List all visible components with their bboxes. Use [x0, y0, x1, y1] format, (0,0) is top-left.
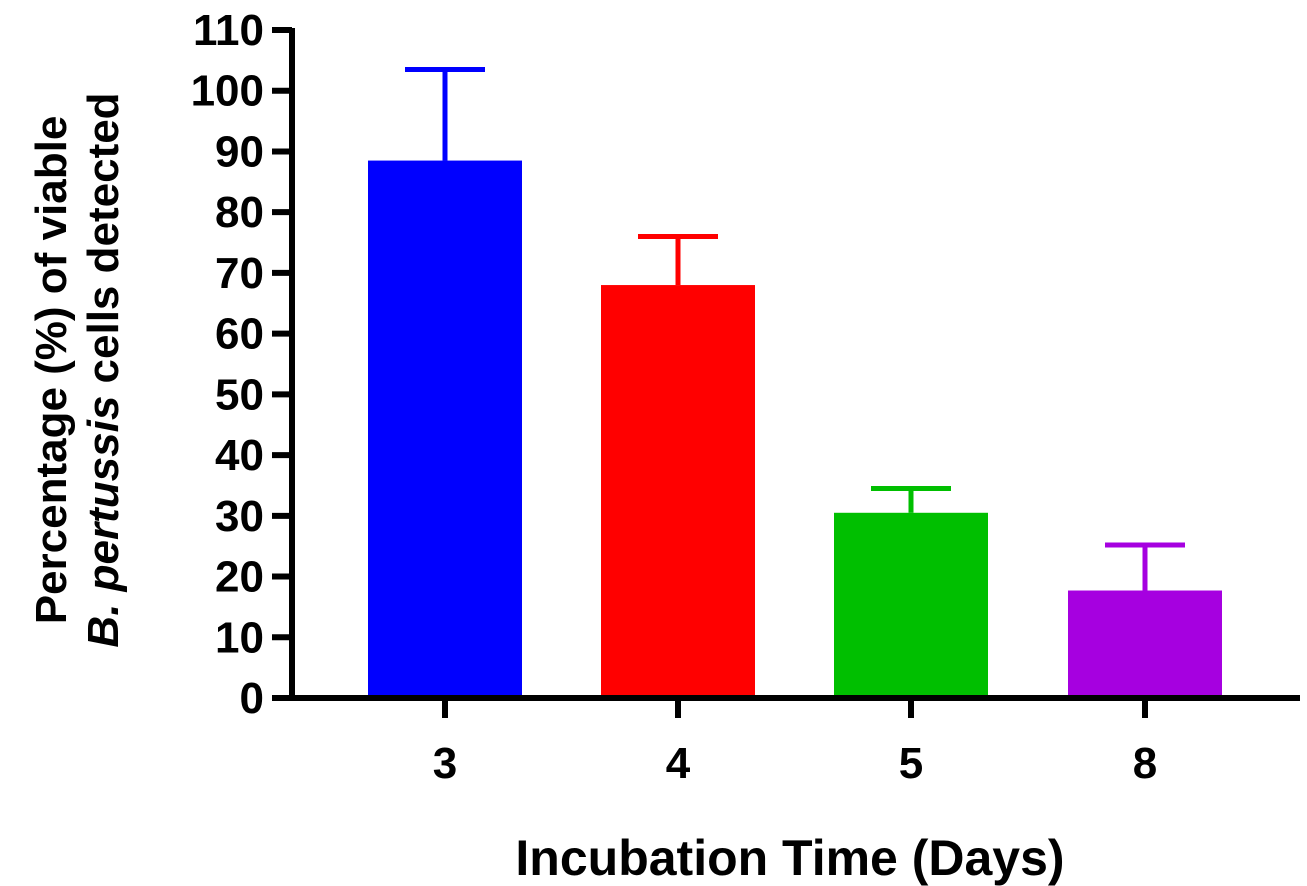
y-tick-label-70: 70	[215, 249, 264, 298]
y-axis-title-rest: cells detected	[79, 92, 128, 395]
bar-day-5	[834, 512, 988, 698]
x-axis-title: Incubation Time (Days)	[515, 830, 1064, 886]
bar-day-3	[368, 160, 522, 699]
y-tick-label-30: 30	[215, 492, 264, 541]
x-tick-label-8: 8	[1133, 739, 1157, 788]
y-tick-label-110: 110	[193, 6, 264, 55]
bar-day-8	[1068, 590, 1222, 698]
y-axis-title-line1: Percentage (%) of viable	[27, 116, 76, 625]
y-axis: 0 10 20 30 40 50 60 70 80 90 100 110	[191, 6, 295, 723]
y-tick-label-40: 40	[215, 431, 264, 480]
y-axis-title: Percentage (%) of viable B. pertussis ce…	[27, 92, 128, 647]
y-tick-label-60: 60	[215, 310, 264, 359]
y-axis-title-species: B. pertussis	[79, 396, 128, 648]
x-axis: 3 4 5 8	[289, 695, 1300, 788]
y-tick-label-90: 90	[215, 127, 264, 176]
y-tick-label-80: 80	[215, 188, 264, 237]
x-tick-label-3: 3	[433, 739, 457, 788]
y-tick-label-50: 50	[215, 370, 264, 419]
y-tick-label-10: 10	[215, 613, 264, 662]
y-tick-label-20: 20	[215, 553, 264, 602]
x-tick-label-4: 4	[666, 739, 691, 788]
x-tick-label-5: 5	[899, 739, 923, 788]
y-axis-title-line2: B. pertussis cells detected	[79, 92, 128, 647]
error-bars-group	[405, 66, 1185, 591]
y-tick-label-100: 100	[191, 67, 264, 116]
bar-day-4	[601, 285, 755, 698]
bars-group	[368, 160, 1222, 699]
y-tick-label-0: 0	[240, 674, 264, 723]
